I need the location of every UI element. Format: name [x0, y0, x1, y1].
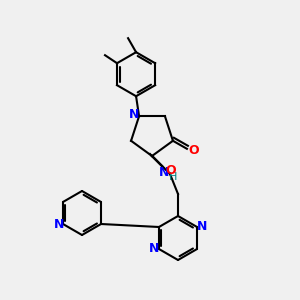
- Text: N: N: [149, 242, 159, 256]
- Text: N: N: [129, 108, 139, 121]
- Text: N: N: [197, 220, 207, 233]
- Text: H: H: [169, 172, 177, 182]
- Text: N: N: [54, 218, 64, 230]
- Text: O: O: [189, 144, 199, 157]
- Text: O: O: [166, 164, 176, 176]
- Text: N: N: [159, 166, 169, 178]
